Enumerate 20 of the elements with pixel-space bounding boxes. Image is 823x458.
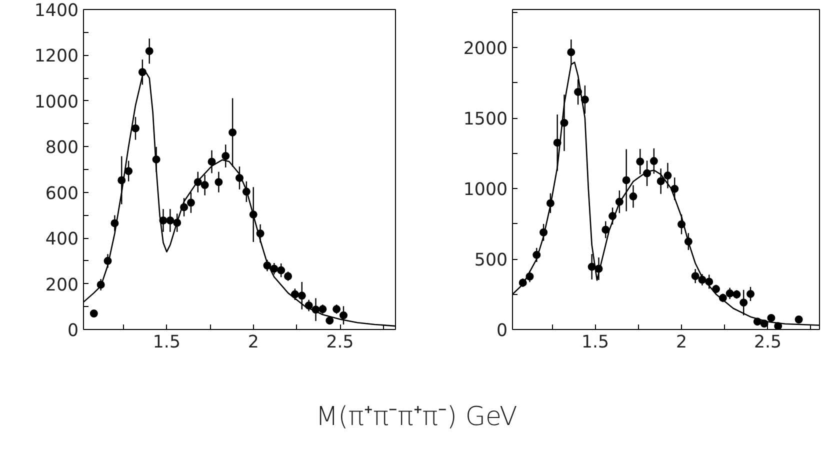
x-tick-label: 2: [676, 332, 688, 352]
y-tick-label: 1200: [34, 46, 79, 67]
y-tick-label: 1400: [34, 1, 79, 21]
y-tick-label: 1500: [463, 110, 508, 130]
x-tick-label: 2.5: [754, 332, 782, 352]
y-tick-label: 1000: [463, 180, 508, 200]
y-tick-label: 800: [45, 138, 79, 158]
x-axis-title: M(π⁺π⁻π⁺π⁻) GeV: [316, 401, 518, 434]
y-tick-label: 600: [45, 184, 79, 204]
x-tick-label: 2.5: [326, 332, 354, 352]
x-tick-label: 1.5: [152, 332, 180, 352]
y-tick-label: 0: [496, 321, 508, 341]
x-tick-label: 1.5: [582, 332, 610, 352]
y-tick-label: 200: [45, 275, 79, 296]
y-tick-label: 0: [67, 321, 79, 341]
y-tick-label: 500: [474, 250, 508, 271]
y-tick-label: 1000: [34, 92, 79, 112]
y-tick-label: 400: [45, 230, 79, 250]
x-tick-label: 2: [248, 332, 259, 352]
y-tick-label: 2000: [463, 39, 508, 60]
